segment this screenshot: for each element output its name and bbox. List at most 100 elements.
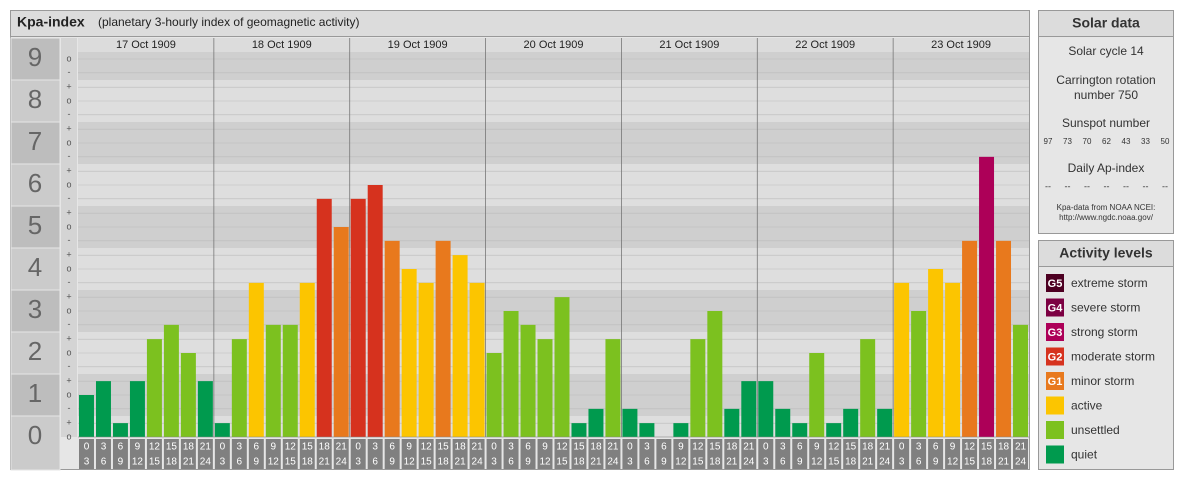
hour-label: 18 xyxy=(709,457,721,468)
minor-tick-label: o xyxy=(66,263,71,273)
hour-cell xyxy=(79,439,94,469)
hour-label: 21 xyxy=(590,457,602,468)
minor-column xyxy=(61,38,77,437)
level-label: minor storm xyxy=(1071,374,1134,388)
hour-label: 24 xyxy=(200,457,212,468)
hour-cell xyxy=(95,439,111,469)
bar xyxy=(724,408,740,437)
hour-cell xyxy=(367,439,383,469)
hour-label: 18 xyxy=(862,442,874,453)
hour-label: 12 xyxy=(404,457,416,468)
bar xyxy=(639,423,655,437)
bar xyxy=(435,240,451,437)
bar xyxy=(503,311,519,437)
hour-label: 3 xyxy=(355,457,361,468)
hour-label: 0 xyxy=(220,442,226,453)
levels-title: Activity levels xyxy=(1059,245,1153,261)
hour-label: 9 xyxy=(814,442,820,453)
bar xyxy=(979,156,995,438)
hour-label: 12 xyxy=(964,442,976,453)
hour-cell xyxy=(928,439,944,469)
level-swatch xyxy=(1046,347,1064,366)
hour-cell xyxy=(112,439,128,469)
minor-tick-label: - xyxy=(68,67,71,77)
bar xyxy=(197,381,213,437)
hour-label: 9 xyxy=(254,457,260,468)
bar xyxy=(792,423,808,437)
bar xyxy=(469,282,485,437)
hour-label: 6 xyxy=(933,442,939,453)
hour-cell xyxy=(401,439,417,469)
hour-label: 12 xyxy=(675,457,687,468)
sunspot-value: 73 xyxy=(1063,137,1072,146)
bar xyxy=(707,311,723,437)
hour-cell xyxy=(707,439,723,469)
hour-label: 21 xyxy=(607,442,619,453)
level-swatch xyxy=(1046,298,1064,317)
hour-label: 9 xyxy=(135,442,141,453)
date-label: 17 Oct 1909 xyxy=(116,39,176,51)
hour-cell xyxy=(537,439,553,469)
bar xyxy=(79,395,94,437)
bar xyxy=(316,198,332,437)
hour-label: 9 xyxy=(797,457,803,468)
level-swatch xyxy=(1046,274,1064,292)
hour-label: 15 xyxy=(828,457,840,468)
bar xyxy=(571,423,587,437)
hour-label: 21 xyxy=(998,457,1010,468)
bar xyxy=(554,297,570,437)
y-label-cell xyxy=(10,79,61,123)
bar xyxy=(962,240,978,437)
hour-label: 18 xyxy=(319,442,331,453)
source: http://www.ngdc.noaa.gov/ xyxy=(1059,213,1154,222)
hour-cell xyxy=(520,439,536,469)
hour-cell xyxy=(163,439,179,469)
minor-tick-label: - xyxy=(68,235,71,245)
hour-label: 0 xyxy=(491,442,497,453)
bar xyxy=(418,282,434,437)
hour-label: 15 xyxy=(964,457,976,468)
hour-label: 15 xyxy=(845,442,857,453)
minor-tick-label: - xyxy=(68,109,71,119)
hour-label: 9 xyxy=(950,442,956,453)
bar xyxy=(384,240,400,437)
hour-label: 12 xyxy=(947,457,959,468)
level-swatch xyxy=(1046,323,1064,341)
bar xyxy=(860,339,876,437)
level-label: moderate storm xyxy=(1071,350,1155,364)
hour-label: 0 xyxy=(627,442,633,453)
ap-value: -- xyxy=(1143,181,1149,191)
level-code: G5 xyxy=(1048,278,1063,290)
chart-subtitle: (planetary 3-hourly index of geomagnetic… xyxy=(98,15,359,29)
hour-label: 3 xyxy=(491,457,497,468)
y-label-cell xyxy=(10,37,61,81)
hour-label: 3 xyxy=(372,442,378,453)
hour-cell xyxy=(690,439,706,469)
hour-label: 18 xyxy=(166,457,178,468)
hour-cell xyxy=(605,439,621,469)
hour-label: 21 xyxy=(879,442,891,453)
bar xyxy=(843,408,859,437)
hour-label: 24 xyxy=(607,457,619,468)
hour-label: 6 xyxy=(389,442,395,453)
solar-cycle: Solar cycle 14 xyxy=(1068,44,1144,58)
y-tick-label: 7 xyxy=(28,126,42,156)
hour-cell xyxy=(214,439,230,469)
hour-cell xyxy=(911,439,927,469)
hour-label: 3 xyxy=(101,442,107,453)
hour-label: 12 xyxy=(149,442,161,453)
ap-value: -- xyxy=(1104,181,1110,191)
bar xyxy=(180,353,196,437)
minor-tick-label: o xyxy=(66,137,71,147)
hour-label: 9 xyxy=(542,442,548,453)
hour-label: 6 xyxy=(254,442,260,453)
hour-label: 9 xyxy=(406,442,412,453)
bar xyxy=(741,381,757,437)
minor-tick-label: + xyxy=(66,250,71,260)
minor-tick-label: + xyxy=(66,166,71,176)
hour-label: 3 xyxy=(916,442,922,453)
hour-cell xyxy=(1013,439,1028,469)
hour-label: 6 xyxy=(780,457,786,468)
hour-cell xyxy=(469,439,485,469)
minor-tick-label: + xyxy=(66,334,71,344)
